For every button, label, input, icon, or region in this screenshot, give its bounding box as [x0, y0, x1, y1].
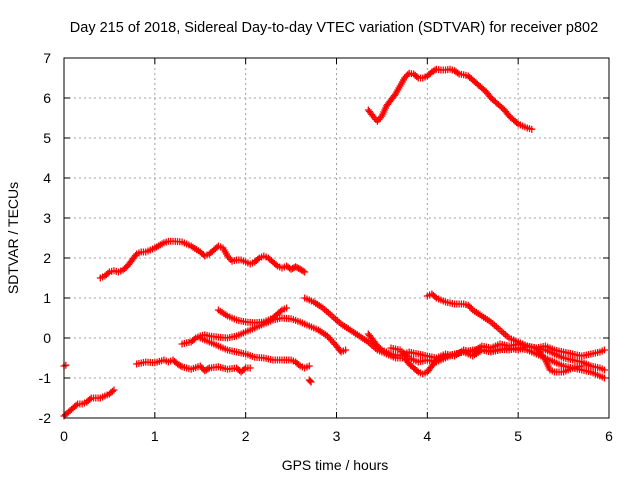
y-tick-label: -1: [39, 370, 52, 386]
tick-labels: 0 1 2 3 4 5 6 -2 -1 0 1 2 3 4 5 6 7: [39, 50, 614, 444]
data-point: [196, 362, 204, 370]
y-tick-label: 1: [43, 290, 51, 306]
y-tick-label: 3: [43, 210, 51, 226]
data-point: [342, 346, 350, 354]
data-point: [401, 74, 409, 82]
series-arc-b: [60, 386, 118, 420]
series-arc-g: [214, 304, 291, 327]
data-point: [528, 125, 536, 133]
data-point: [287, 265, 295, 273]
data-point: [295, 361, 303, 369]
y-tick-label: 2: [43, 250, 51, 266]
data-point: [413, 367, 421, 375]
data-point: [254, 255, 262, 263]
data-point: [413, 73, 421, 81]
data-point: [600, 366, 608, 374]
y-tick-label: 7: [43, 50, 51, 66]
data-point: [306, 377, 314, 385]
data-point: [283, 304, 291, 312]
data-point: [600, 346, 608, 354]
data-point: [299, 267, 307, 275]
series-arc-k: [387, 342, 608, 374]
data-point: [376, 345, 384, 353]
data-point: [198, 364, 206, 372]
x-tick-label: 5: [514, 428, 522, 444]
data-point: [272, 261, 280, 269]
chart-title: Day 215 of 2018, Sidereal Day-to-day VTE…: [70, 20, 598, 36]
series-arc-e: [178, 314, 350, 356]
y-axis-label: SDTVAR / TECUs: [5, 182, 21, 294]
series-arc-c: [96, 237, 309, 282]
data-point: [464, 301, 472, 309]
data-point: [600, 374, 608, 382]
data-point: [110, 386, 118, 394]
data-point: [578, 362, 586, 370]
data-point: [108, 387, 116, 395]
data-point: [326, 335, 334, 343]
data-point: [466, 303, 474, 311]
data-point: [404, 71, 412, 79]
data-point: [305, 362, 313, 370]
data-point: [431, 293, 439, 301]
data-point: [329, 339, 337, 347]
x-tick-label: 6: [605, 428, 613, 444]
x-tick-label: 2: [242, 428, 250, 444]
y-tick-label: 4: [43, 170, 51, 186]
series-layer: [60, 65, 608, 420]
y-tick-label: 0: [43, 330, 51, 346]
y-tick-label: 5: [43, 130, 51, 146]
series-arc-f: [196, 334, 313, 372]
series-arc-m: [364, 65, 536, 133]
data-point: [246, 364, 254, 372]
x-tick-label: 1: [151, 428, 159, 444]
data-point: [190, 335, 198, 343]
series-arc-d: [133, 356, 254, 376]
grid: [64, 58, 609, 418]
data-point: [177, 362, 185, 370]
data-point: [325, 334, 333, 342]
data-point: [204, 365, 212, 373]
data-point: [402, 72, 410, 80]
y-tick-label: 6: [43, 90, 51, 106]
data-point: [301, 268, 309, 276]
data-point: [276, 307, 284, 315]
data-point: [513, 119, 521, 127]
y-tick-label: -2: [39, 410, 52, 426]
data-point: [323, 332, 331, 340]
data-point: [307, 378, 315, 386]
data-point: [454, 69, 462, 77]
series-arc-h: [305, 376, 315, 386]
x-axis-label: GPS time / hours: [282, 457, 389, 473]
series-arc-l: [423, 290, 586, 376]
x-tick-label: 4: [423, 428, 431, 444]
data-point: [289, 264, 297, 272]
x-tick-label: 3: [333, 428, 341, 444]
data-point: [72, 401, 80, 409]
data-point: [240, 365, 248, 373]
data-point: [104, 269, 112, 277]
x-tick-label: 0: [60, 428, 68, 444]
data-point: [86, 395, 94, 403]
data-point: [328, 337, 336, 345]
data-point: [293, 264, 301, 272]
plot-frame: [63, 57, 610, 419]
data-point: [62, 361, 70, 369]
data-point: [292, 263, 300, 271]
